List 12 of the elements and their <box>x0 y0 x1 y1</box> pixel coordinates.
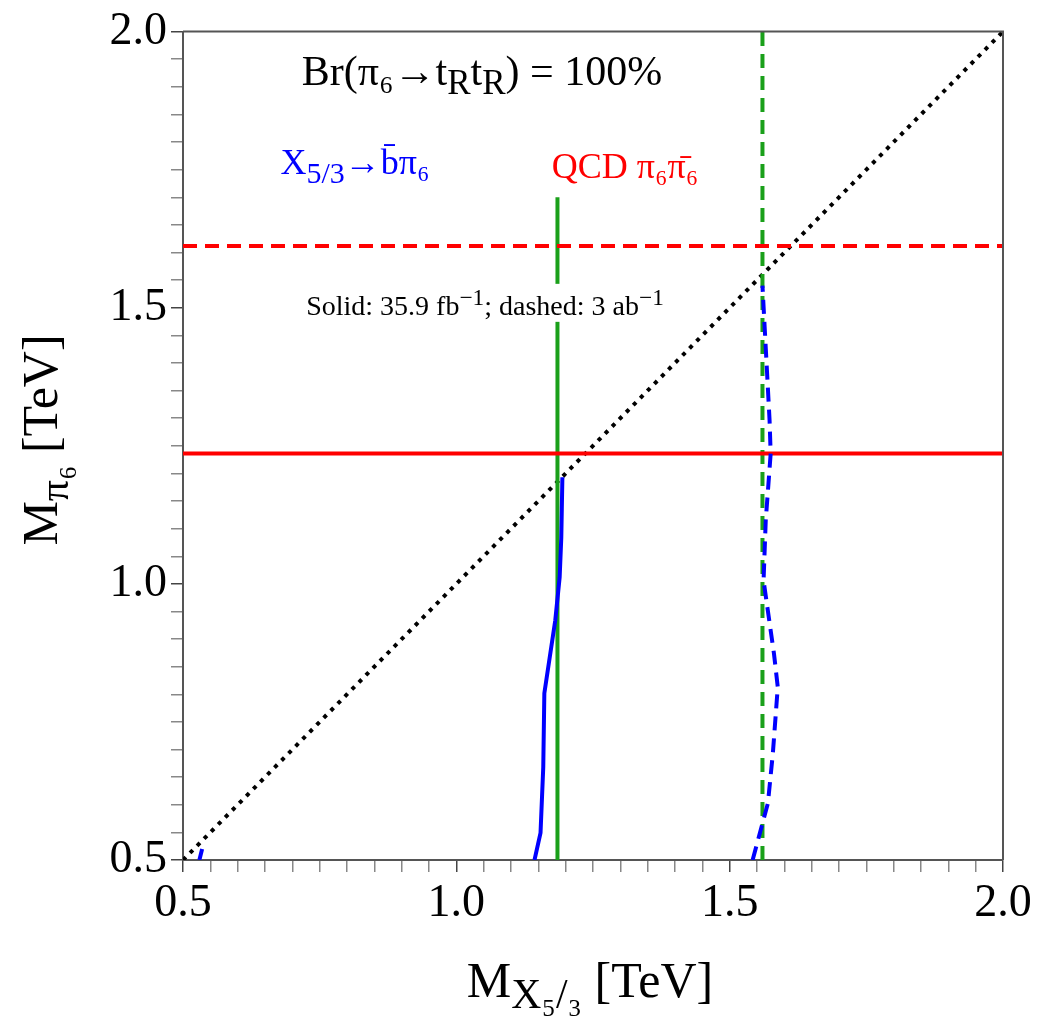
x-axis-title: M$_{X₅/₃}$ [TeV] <box>466 951 714 1017</box>
y-tick-label: 2.0 <box>109 2 167 54</box>
text: Br(π₆→t$_{R}$t$_{R}$) = 100% <box>301 47 663 103</box>
line-series <box>750 283 780 860</box>
x-tick-label: 1.5 <box>700 874 759 926</box>
text: X$_{5/3}$→b̄π₆ <box>280 142 430 189</box>
x-tick-label: 2.0 <box>974 874 1032 926</box>
x-tick-label: 1.0 <box>427 874 486 926</box>
y-tick-label: 1.0 <box>109 554 167 606</box>
annotation: Solid: 35.9 fb$^{−1}$; dashed: 3 ab$^{−1}$ <box>302 283 668 323</box>
text: QCD π₆π̄₆ <box>551 146 699 186</box>
y-tick-label: 1.5 <box>109 278 167 330</box>
